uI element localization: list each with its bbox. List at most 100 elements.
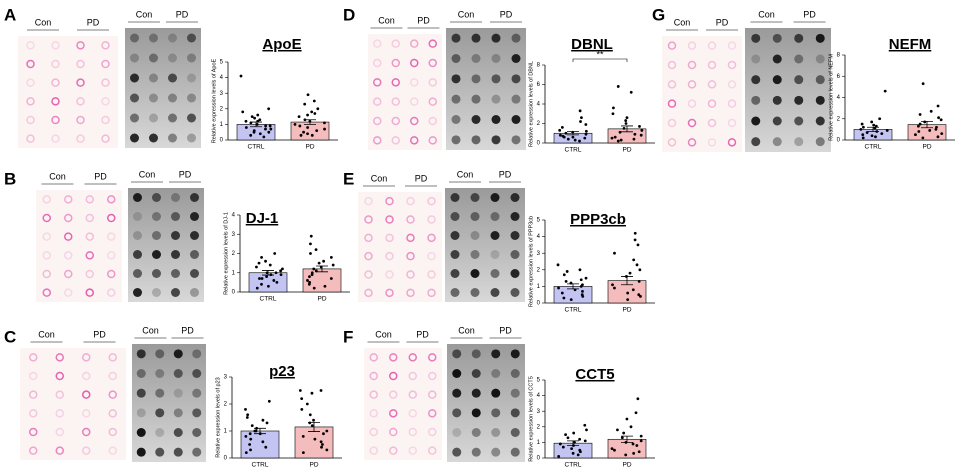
group-label: PD <box>499 169 512 179</box>
error-bar <box>921 121 933 129</box>
data-point <box>935 125 938 129</box>
data-point <box>260 255 263 259</box>
chart-title: CCT5 <box>575 366 614 383</box>
data-point <box>279 273 283 277</box>
blot-dot <box>171 193 180 202</box>
blot-dot <box>101 41 110 50</box>
blot-dot <box>406 270 415 279</box>
blot-dot <box>510 349 520 359</box>
blot-dot <box>187 33 196 43</box>
blot-dot <box>451 115 461 124</box>
panel-letter: F <box>343 327 353 346</box>
data-point <box>629 90 633 94</box>
blot-dot <box>136 428 146 437</box>
data-point <box>241 110 245 114</box>
y-tick-label: 0 <box>537 141 541 147</box>
data-point <box>936 135 940 139</box>
data-point <box>564 280 568 283</box>
data-point <box>610 136 614 140</box>
blot-dot <box>510 269 520 278</box>
blot-dot <box>82 409 91 418</box>
data-point <box>579 278 583 282</box>
blot-dot <box>364 233 373 243</box>
blot-dot <box>107 288 116 297</box>
data-point <box>329 277 333 280</box>
data-point <box>325 448 329 452</box>
blot-dot <box>29 371 38 381</box>
blot-dot <box>190 250 199 259</box>
data-point <box>631 288 635 292</box>
y-tick-label: 4 <box>220 75 224 81</box>
data-point <box>625 275 628 278</box>
blot-dot <box>428 136 437 145</box>
blot-dot <box>452 428 462 437</box>
chart-title: ApoE <box>262 36 301 53</box>
significance-label: ** <box>596 49 604 59</box>
data-point <box>566 137 570 141</box>
blot-dot <box>364 196 373 206</box>
data-point <box>936 104 940 108</box>
data-point <box>244 126 248 129</box>
blot-dot <box>76 134 85 143</box>
data-point <box>309 234 313 238</box>
data-point <box>640 128 644 132</box>
blot-dot <box>687 60 697 70</box>
data-point <box>921 82 925 86</box>
group-label: PD <box>179 169 192 179</box>
data-point <box>303 118 307 122</box>
blot-dot <box>107 232 116 241</box>
data-point <box>613 251 616 255</box>
y-tick-label: 5 <box>537 378 541 384</box>
blot-dot <box>707 138 717 147</box>
data-point <box>269 273 273 277</box>
y-tick-label: 8 <box>837 53 841 59</box>
blot-dot <box>471 33 481 43</box>
blot-dot <box>794 137 804 147</box>
group-label: Con <box>49 171 66 181</box>
pink-blot <box>20 348 126 460</box>
data-point <box>272 279 276 282</box>
panel-letter: D <box>343 5 355 24</box>
blot-dot <box>149 133 158 143</box>
data-point <box>268 124 272 128</box>
blot-dot <box>190 288 199 297</box>
data-point <box>256 113 260 117</box>
group-label: PD <box>716 17 729 27</box>
gray-blot <box>128 188 204 302</box>
data-point <box>255 265 258 269</box>
blot-dot <box>428 446 437 455</box>
blot-dot <box>452 447 462 457</box>
blot-dot <box>410 78 419 87</box>
blot-dot <box>155 447 165 457</box>
data-point <box>616 139 620 143</box>
blot-dot <box>428 409 437 418</box>
data-point <box>579 285 583 288</box>
data-point <box>569 281 573 285</box>
group-label: PD <box>500 9 513 19</box>
data-point <box>638 125 641 128</box>
y-tick-label: 4 <box>537 393 541 399</box>
data-point <box>624 119 628 122</box>
group-label: Con <box>142 325 159 335</box>
data-point <box>626 298 630 302</box>
y-axis-label: Relative expression levels of DBNL <box>528 61 534 147</box>
blot-dot <box>171 288 180 297</box>
blot-dot <box>510 250 520 259</box>
panel-letter: C <box>4 327 16 346</box>
blot-dot <box>51 59 60 69</box>
blot-dot <box>55 446 64 455</box>
pink-blot <box>36 190 122 302</box>
data-point <box>562 135 566 139</box>
data-point <box>624 441 628 444</box>
blot-dot <box>427 288 436 298</box>
blot-dot <box>133 288 142 297</box>
blot-dot <box>452 349 462 359</box>
data-point <box>880 132 884 136</box>
group-label: Con <box>458 325 475 335</box>
data-point <box>940 132 944 136</box>
blot-dot <box>408 390 417 399</box>
y-tick-label: 1 <box>220 122 224 128</box>
blot-dot <box>192 369 202 378</box>
blot-dot <box>471 94 481 104</box>
blot-dot <box>510 288 520 297</box>
